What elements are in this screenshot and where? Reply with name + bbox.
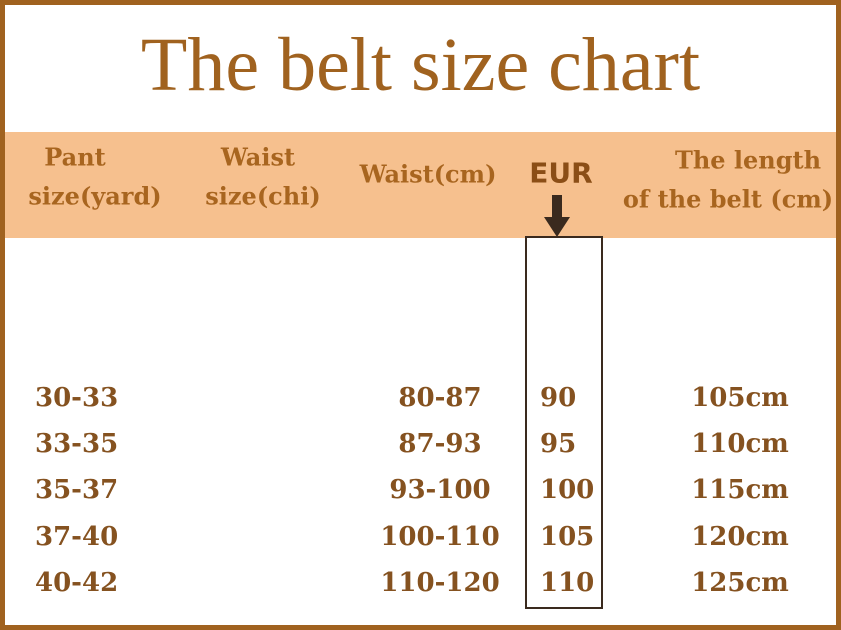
table-cell: 120cm — [691, 522, 789, 552]
header-cell: The length — [674, 145, 822, 175]
table-cell: 80-87 — [398, 383, 482, 413]
table-cell: 110-120 — [380, 568, 500, 598]
table-cell: 35-37 — [35, 475, 119, 505]
table-cell: 33-35 — [35, 429, 119, 459]
table-cell: 105 — [540, 522, 595, 552]
table-cell: 125cm — [691, 568, 789, 598]
table-cell: 115cm — [691, 475, 789, 505]
table-cell: 110 — [540, 568, 595, 598]
header-cell: of the belt (cm) — [622, 184, 834, 214]
table-cell: 100 — [540, 475, 595, 505]
header-cell: EUR — [529, 156, 593, 190]
header-cell: Waist — [220, 142, 296, 172]
title: The belt size chart — [140, 23, 701, 107]
table-cell: 93-100 — [389, 475, 491, 505]
table-cell: 110cm — [691, 429, 789, 459]
header-cell: Pant — [44, 142, 106, 172]
table-cell: 37-40 — [35, 522, 119, 552]
table-cell: 87-93 — [398, 429, 482, 459]
eur-highlight — [525, 236, 603, 609]
table-cell: 95 — [540, 429, 577, 459]
table-cell: 105cm — [691, 383, 789, 413]
arrow — [544, 195, 570, 237]
table-cell: 30-33 — [35, 383, 119, 413]
header-cell: Waist(cm) — [359, 159, 497, 189]
table-cell: 100-110 — [380, 522, 500, 552]
header-cell: size(yard) — [28, 181, 162, 211]
table-cell: 40-42 — [35, 568, 119, 598]
header-cell: size(chi) — [205, 181, 321, 211]
header-band — [5, 132, 836, 238]
table-cell: 90 — [540, 383, 577, 413]
